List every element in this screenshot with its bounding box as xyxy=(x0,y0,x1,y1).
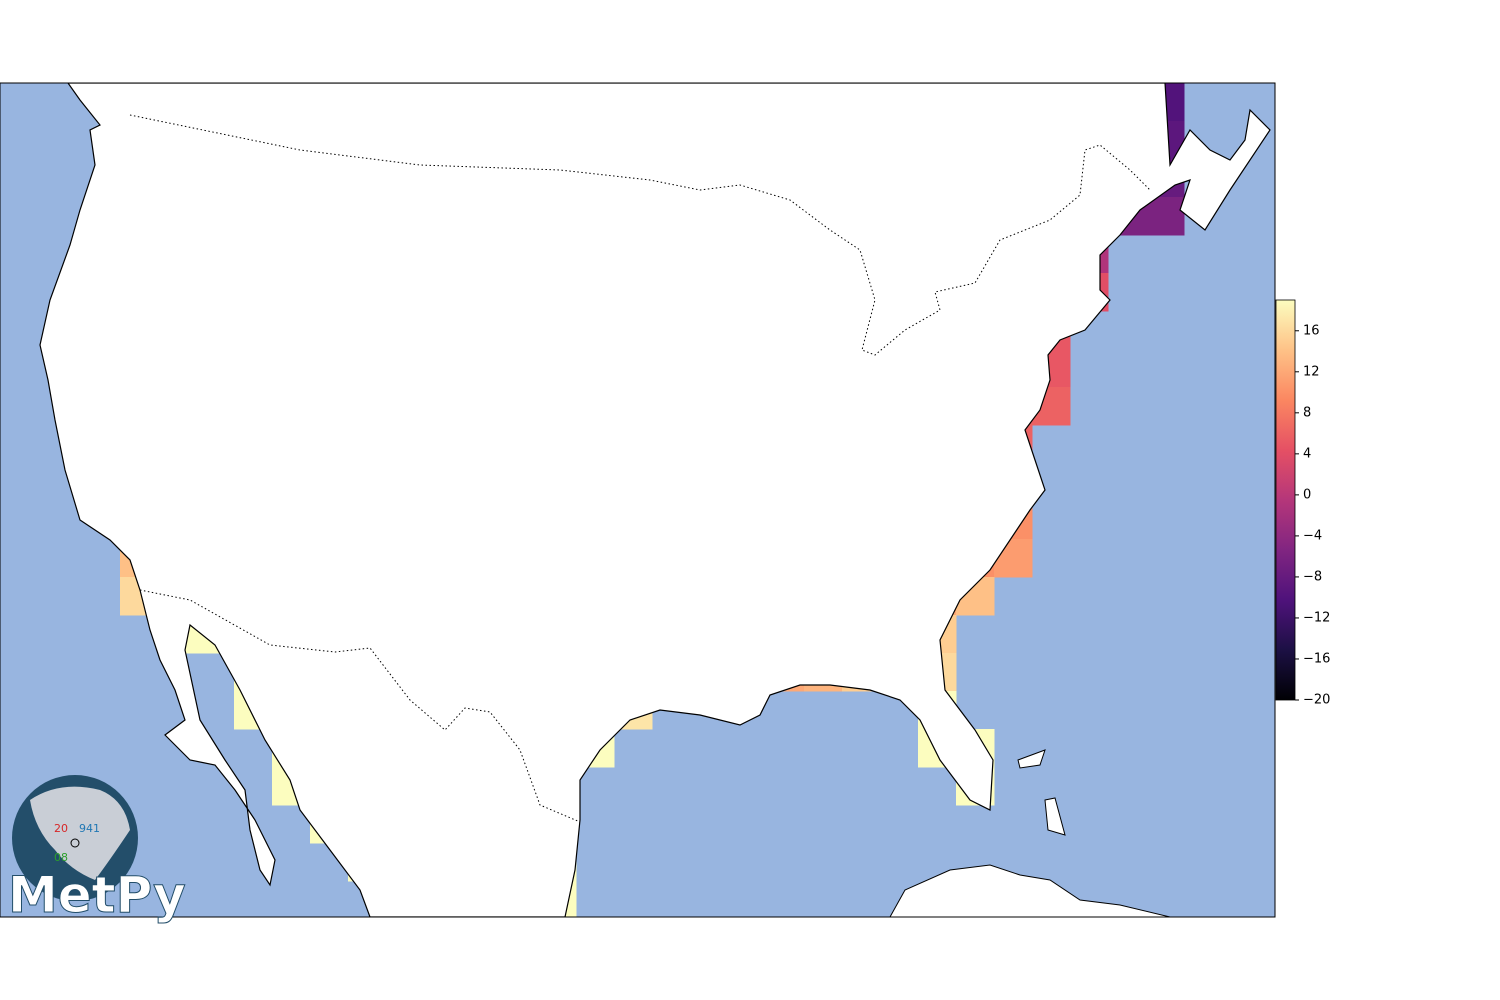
colorbar-tick-label: 0 xyxy=(1303,487,1311,502)
island xyxy=(1045,798,1065,835)
colorbar-tick-label: −20 xyxy=(1303,693,1330,708)
border xyxy=(139,589,581,823)
logo-dewpoint: 08 xyxy=(54,851,68,864)
colorbar-tick-label: 4 xyxy=(1303,446,1311,461)
coastline xyxy=(889,864,1171,917)
map-area xyxy=(0,83,1275,917)
colorbar-tick-label: −12 xyxy=(1303,610,1330,625)
colorbar-tick-label: 8 xyxy=(1303,405,1311,420)
map-frame xyxy=(0,82,1276,918)
logo-temperature: 20 xyxy=(54,822,68,835)
coastline xyxy=(1017,749,1046,769)
colorbar-tick-label: −8 xyxy=(1303,569,1322,584)
colorbar-tick-label: −4 xyxy=(1303,528,1322,543)
colorbar-tick-label: 12 xyxy=(1303,364,1320,379)
logo-station xyxy=(70,838,80,848)
logo-text: MetPy xyxy=(8,866,186,924)
island xyxy=(1018,750,1045,768)
colorbar-ticks: −20 −16 −12 −8 −4 0 4 8 12 16 xyxy=(1295,323,1330,708)
cuba xyxy=(890,865,1170,917)
logo-pressure: 941 xyxy=(79,822,100,835)
coastline xyxy=(1044,797,1066,836)
colorbar xyxy=(1275,299,1296,701)
colorbar-tick-label: −16 xyxy=(1303,651,1330,666)
colorbar-tick-label: 16 xyxy=(1303,323,1320,338)
logo-land xyxy=(30,786,130,880)
grid-cell xyxy=(1146,197,1185,236)
logo: 20 941 08 MetPy xyxy=(8,775,186,925)
